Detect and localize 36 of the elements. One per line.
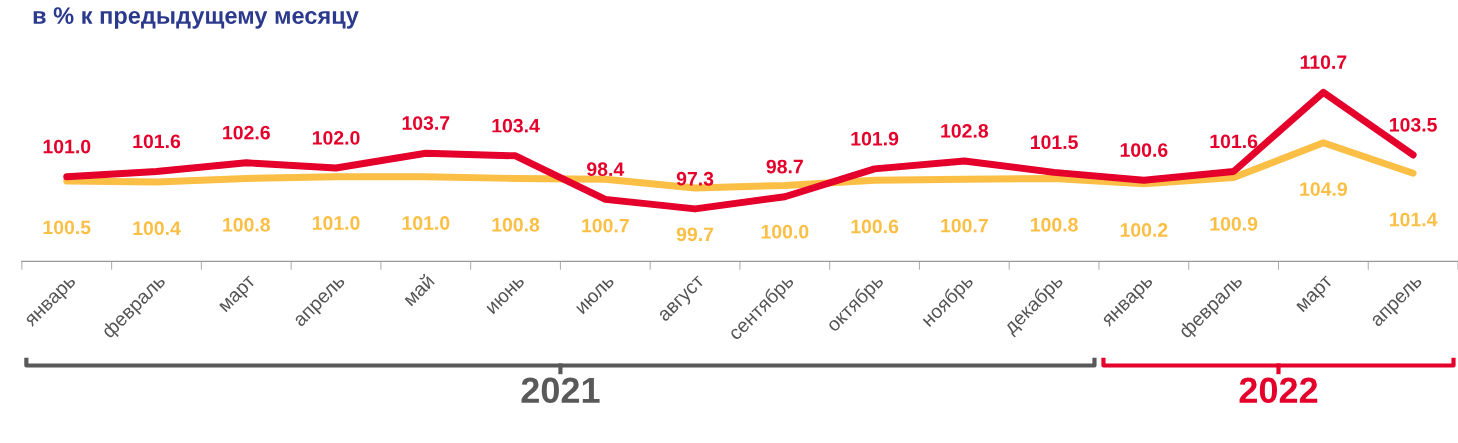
data-label: 101.0: [312, 216, 360, 230]
data-label: 100.8: [492, 217, 540, 232]
data-label: 103.5: [1390, 117, 1437, 132]
data-label: 99.7: [676, 227, 714, 242]
data-label: 101.6: [1210, 134, 1258, 149]
data-label: 100.7: [582, 218, 629, 233]
text: 2021: [521, 377, 600, 404]
text: 2022: [1239, 377, 1318, 404]
data-label: 110.7: [1300, 55, 1347, 70]
data-label: 102.6: [223, 125, 270, 140]
data-label: 102.0: [312, 130, 360, 145]
data-label: 100.6: [1120, 143, 1168, 157]
data-label: 100.8: [1030, 217, 1078, 232]
data-label: 101.0: [402, 216, 450, 230]
data-label: 100.0: [761, 224, 809, 239]
data-label: 101.0: [43, 139, 91, 154]
data-label: 100.9: [1210, 216, 1258, 231]
data-label: 98.4: [587, 162, 625, 177]
data-label: 100.6: [851, 219, 899, 234]
data-label: 103.4: [492, 118, 540, 133]
data-label: 100.5: [43, 220, 91, 235]
data-label: 98.7: [766, 159, 803, 174]
data-label: 100.7: [941, 218, 988, 233]
chart-title: в % к предыдущему месяцу: [33, 7, 359, 29]
data-label: 101.5: [1030, 135, 1078, 150]
data-label: 102.8: [941, 124, 989, 138]
data-label: 101.6: [133, 134, 181, 149]
data-label: 100.2: [1120, 223, 1168, 237]
x-tick-label: май: [401, 273, 435, 307]
data-label: 101.9: [851, 131, 899, 146]
data-label: 104.9: [1300, 182, 1347, 196]
data-label: 103.7: [402, 116, 450, 130]
data-label: 100.8: [223, 217, 270, 232]
data-label: 101.4: [1390, 212, 1438, 227]
data-label: 97.3: [676, 171, 714, 186]
data-label: 100.4: [133, 221, 181, 236]
